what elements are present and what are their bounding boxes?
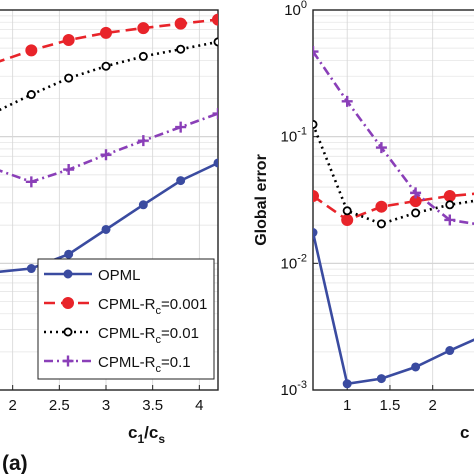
x-tick-label: 1.5 xyxy=(380,397,401,414)
x-tick-label: 1 xyxy=(343,397,351,414)
data-point xyxy=(26,264,36,274)
legend-entry: CPML-Rc=0.001 xyxy=(44,296,207,317)
data-point xyxy=(342,206,352,216)
data-point xyxy=(137,22,150,35)
x-tick-label: 4 xyxy=(195,397,203,414)
x-axis-label: c xyxy=(460,423,469,442)
data-point xyxy=(138,200,148,210)
y-tick-label: 10-1 xyxy=(281,126,307,146)
data-point xyxy=(444,214,456,226)
x-tick-label: 3 xyxy=(102,397,110,414)
data-point xyxy=(445,346,455,356)
series-opml xyxy=(313,228,474,389)
data-point xyxy=(213,158,218,168)
legend-label: CPML-Rc=0.1 xyxy=(98,354,191,375)
data-point xyxy=(62,355,74,367)
data-point xyxy=(137,135,149,147)
data-point xyxy=(443,190,456,203)
data-point xyxy=(100,149,112,161)
data-point xyxy=(176,44,186,54)
data-point xyxy=(101,224,111,234)
x-axis-label: c1/cs xyxy=(128,423,165,446)
series-cpml-r-c-0-1 xyxy=(313,46,474,226)
legend-label: CPML-Rc=0.001 xyxy=(98,296,207,317)
series-line xyxy=(313,232,474,386)
data-point xyxy=(313,190,319,203)
y-axis-label: Global error xyxy=(253,154,270,246)
series-cpml-r-c-0-1 xyxy=(0,108,218,188)
grid xyxy=(313,9,474,391)
data-point xyxy=(375,200,388,213)
data-point xyxy=(26,90,36,100)
legend: OPML CPML-Rc=0.001 CPML-Rc=0.01 CPML-Rc=0.1 xyxy=(37,258,215,380)
data-point xyxy=(138,51,148,61)
data-point xyxy=(341,95,353,107)
legend-entry: CPML-Rc=0.1 xyxy=(44,354,191,375)
legend-label: OPML xyxy=(98,267,141,284)
x-tick-label: 2 xyxy=(8,397,16,414)
series-opml xyxy=(0,158,218,274)
data-point xyxy=(25,176,37,188)
x-tick-label: 2 xyxy=(429,397,437,414)
data-point xyxy=(100,26,112,39)
data-point xyxy=(376,219,386,229)
legend-label: CPML-Rc=0.01 xyxy=(98,325,199,346)
legend-entry: CPML-Rc=0.01 xyxy=(44,325,199,346)
panel-label-a: (a) xyxy=(2,452,28,474)
series-cpml-r-c-0-001 xyxy=(0,13,218,63)
series-cpml-r-c-0-001 xyxy=(313,190,474,226)
y-tick-label: 10-3 xyxy=(281,379,307,399)
data-point xyxy=(411,208,421,218)
data-point xyxy=(313,119,318,129)
data-point xyxy=(63,269,73,279)
data-point xyxy=(64,73,74,83)
series-line xyxy=(0,112,218,184)
data-point xyxy=(62,33,75,46)
data-point xyxy=(101,61,111,71)
data-point xyxy=(376,374,386,384)
data-point xyxy=(411,362,421,372)
legend-entry: OPML xyxy=(44,267,141,284)
series-line xyxy=(313,50,474,225)
panel-labels: (a) xyxy=(2,452,28,474)
data-point xyxy=(25,44,38,57)
panel-b-chart: 1 1.5 2 10-3 10-2 10-1 100 c Global error xyxy=(253,0,474,442)
series-cpml-r-c-0-01 xyxy=(0,37,218,112)
data-point xyxy=(313,46,319,58)
data-point xyxy=(341,213,354,226)
data-point xyxy=(213,37,218,47)
data-point xyxy=(313,228,318,238)
data-point xyxy=(64,249,74,259)
data-point xyxy=(62,297,74,309)
data-point xyxy=(445,200,455,210)
data-point xyxy=(175,121,187,133)
data-point xyxy=(342,379,352,389)
data-point xyxy=(410,187,422,199)
panel-a-chart: 2 2.5 3 3.5 4 c1/cs xyxy=(0,9,219,446)
data-point xyxy=(212,13,218,26)
grid xyxy=(0,9,218,391)
x-tick-label: 3.5 xyxy=(142,397,163,414)
data-point xyxy=(63,327,73,337)
data-point xyxy=(375,142,387,154)
y-tick-label: 10-2 xyxy=(281,252,307,272)
series-line xyxy=(0,161,218,273)
data-point xyxy=(176,176,186,186)
x-tick-label: 2.5 xyxy=(49,397,70,414)
data-point xyxy=(212,108,218,120)
data-point xyxy=(63,164,75,176)
series-cpml-r-c-0-01 xyxy=(313,119,474,229)
y-tick-label: 100 xyxy=(284,0,307,19)
data-point xyxy=(174,17,187,30)
